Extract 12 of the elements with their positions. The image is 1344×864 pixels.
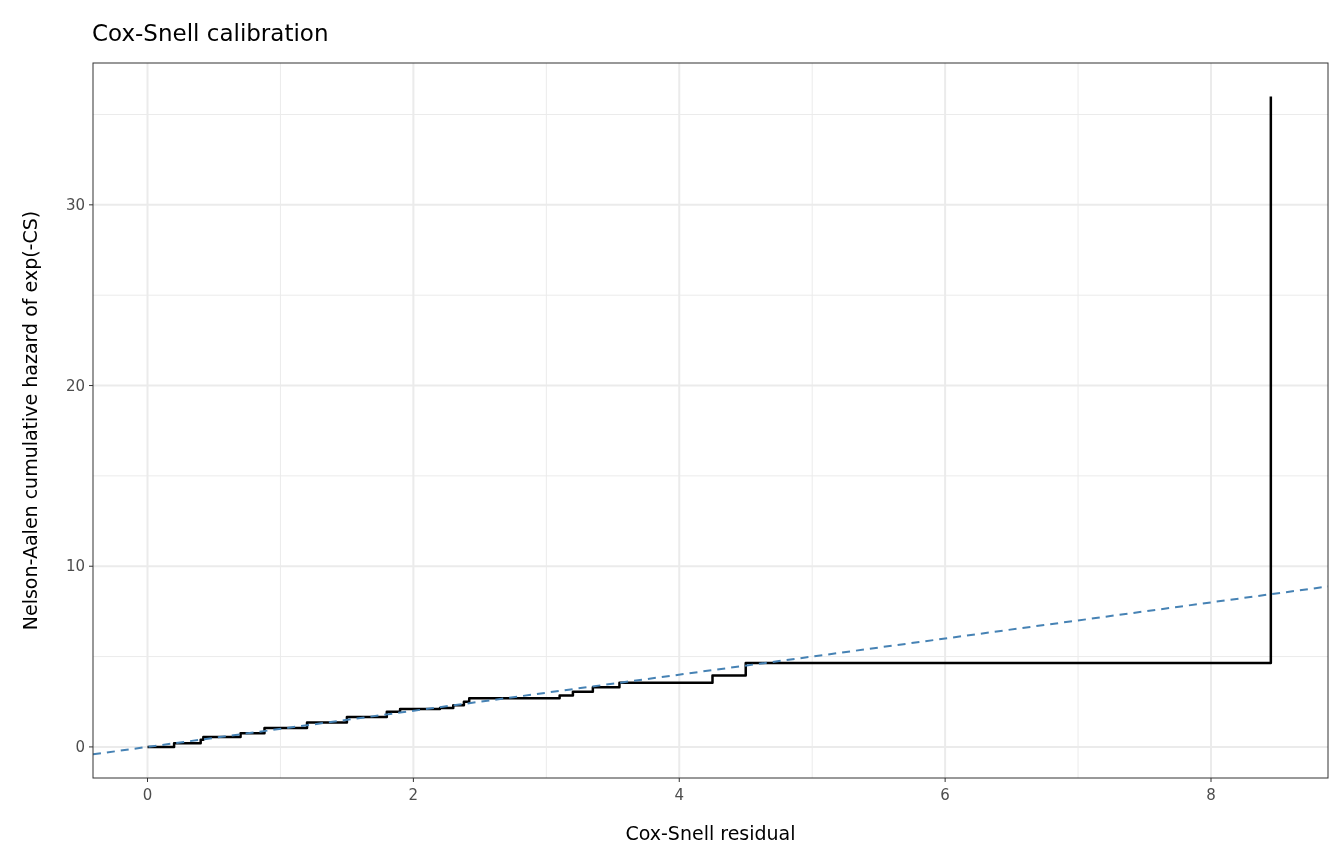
x-tick-label: 2 — [408, 786, 419, 804]
y-tick-label: 30 — [65, 196, 85, 215]
y-tick-label: 20 — [65, 376, 85, 395]
y-tick-label: 10 — [65, 557, 85, 576]
x-tick-label: 0 — [142, 786, 153, 804]
y-tick-label: 0 — [75, 738, 85, 757]
x-tick-label: 6 — [940, 786, 950, 804]
chart-title: Cox-Snell calibration — [92, 20, 329, 46]
y-axis-title: Nelson-Aalen cumulative hazard of exp(-CS) — [19, 210, 41, 631]
x-tick-label: 4 — [674, 786, 685, 804]
x-axis-title: Cox-Snell residual — [625, 822, 796, 844]
x-tick-label: 8 — [1206, 786, 1216, 804]
